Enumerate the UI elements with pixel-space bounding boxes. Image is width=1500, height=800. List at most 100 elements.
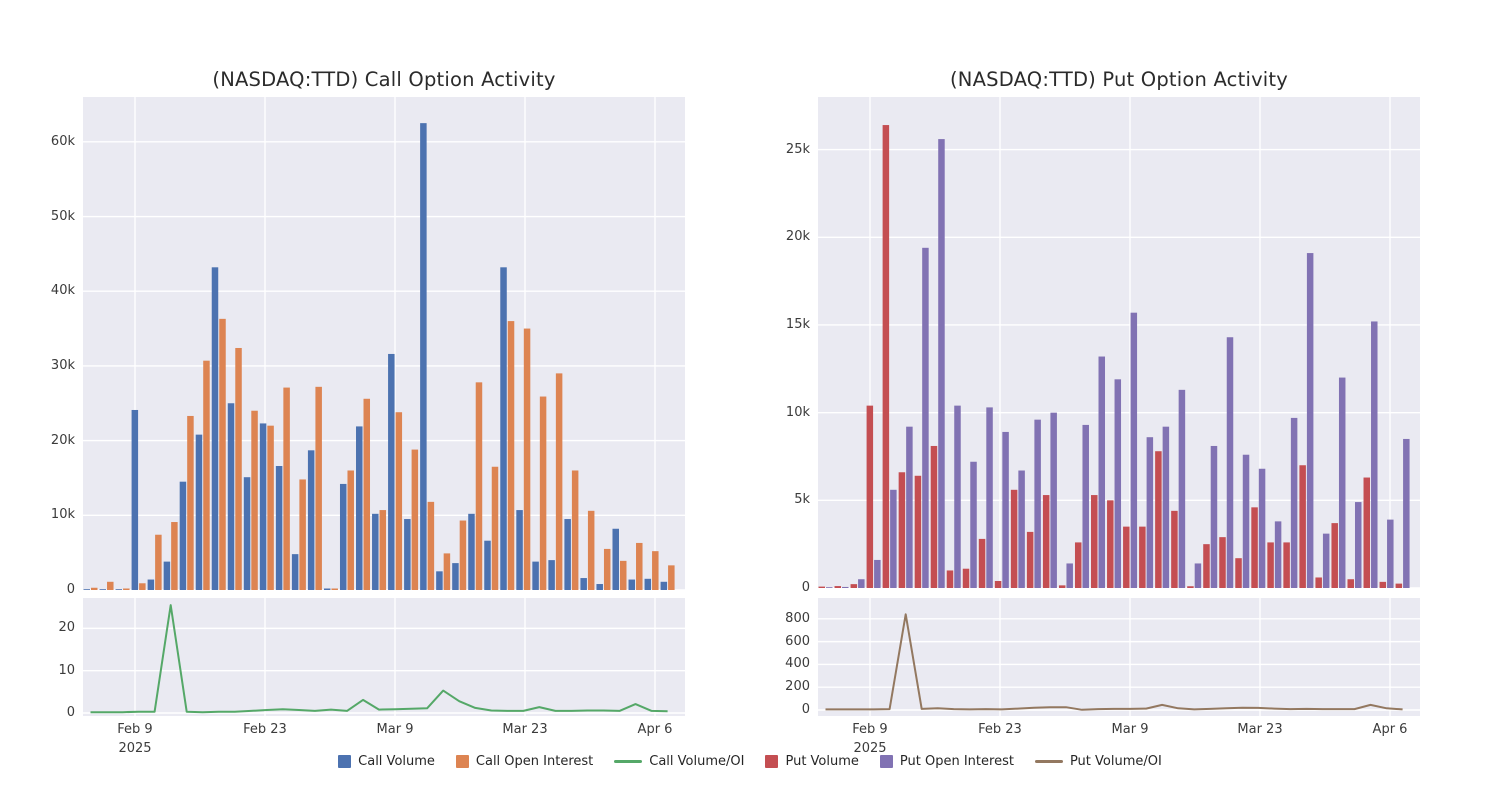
open-interest-bar-Feb 6[interactable] (107, 581, 114, 590)
open-interest-bar-Mar 31[interactable] (603, 548, 611, 590)
open-interest-bar-Feb 25[interactable] (283, 387, 290, 590)
open-interest-bar-Mar 24[interactable] (539, 396, 547, 590)
volume-bar-Mar 5[interactable] (356, 426, 363, 590)
open-interest-bar-Feb 18[interactable] (954, 405, 961, 588)
volume-bar-Apr 2[interactable] (612, 528, 619, 590)
open-interest-bar-Feb 23[interactable] (1002, 431, 1009, 588)
volume-bar-Mar 11[interactable] (404, 519, 411, 590)
open-interest-bar-Feb 14[interactable] (187, 415, 194, 590)
call-activity-chart[interactable] (83, 97, 685, 590)
open-interest-bar-Feb 6[interactable] (842, 586, 849, 588)
open-interest-bar-Mar 2[interactable] (1066, 563, 1073, 588)
open-interest-bar-Mar 14[interactable] (443, 553, 451, 590)
volume-bar-Apr 5[interactable] (644, 578, 652, 590)
volume-bar-Mar 7[interactable] (372, 513, 379, 590)
volume-bar-Mar 31[interactable] (596, 584, 603, 590)
open-interest-bar-Mar 9[interactable] (1130, 312, 1138, 588)
volume-bar-Feb 9[interactable] (131, 409, 139, 590)
volume-bar-Mar 9[interactable] (388, 353, 395, 590)
open-interest-bar-Mar 28[interactable] (1306, 253, 1314, 588)
volume-bar-Mar 29[interactable] (1315, 577, 1322, 588)
volume-bar-Mar 18[interactable] (1203, 544, 1210, 588)
volume-bar-Feb 27[interactable] (291, 554, 299, 590)
open-interest-bar-Mar 28[interactable] (571, 470, 579, 590)
open-interest-bar-Mar 16[interactable] (459, 520, 467, 590)
volume-bar-Mar 24[interactable] (1267, 542, 1274, 588)
volume-bar-Mar 28[interactable] (564, 519, 571, 590)
volume-bar-Feb 16[interactable] (930, 445, 938, 588)
volume-bar-Feb 28[interactable] (1042, 495, 1050, 588)
open-interest-bar-Feb 18[interactable] (219, 318, 226, 590)
open-interest-bar-Apr 7[interactable] (668, 565, 675, 590)
open-interest-bar-Mar 21[interactable] (507, 321, 515, 590)
open-interest-bar-Feb 27[interactable] (299, 479, 306, 590)
volume-bar-Feb 18[interactable] (211, 267, 219, 590)
open-interest-bar-Feb 28[interactable] (1050, 412, 1057, 588)
volume-bar-Feb 16[interactable] (195, 434, 203, 590)
open-interest-bar-Feb 4[interactable] (91, 587, 98, 590)
volume-bar-Mar 11[interactable] (1139, 526, 1146, 588)
volume-bar-Mar 29[interactable] (580, 578, 587, 590)
volume-bar-Feb 18[interactable] (946, 570, 954, 588)
volume-bar-Apr 2[interactable] (1347, 579, 1354, 588)
volume-bar-Mar 26[interactable] (548, 560, 555, 590)
open-interest-bar-Feb 23[interactable] (267, 425, 274, 590)
open-interest-bar-Mar 5[interactable] (363, 398, 371, 590)
volume-bar-Feb 23[interactable] (994, 580, 1002, 588)
volume-bar-Feb 6[interactable] (834, 586, 842, 588)
volume-bar-Mar 26[interactable] (1283, 542, 1290, 588)
open-interest-bar-Mar 5[interactable] (1098, 356, 1106, 588)
open-interest-bar-Mar 7[interactable] (1114, 379, 1122, 588)
open-interest-bar-Mar 16[interactable] (1194, 563, 1202, 588)
volume-bar-Feb 28[interactable] (307, 450, 315, 590)
volume-bar-Mar 14[interactable] (1171, 510, 1178, 588)
volume-bar-Mar 4[interactable] (339, 483, 347, 590)
open-interest-bar-Mar 23[interactable] (523, 328, 531, 590)
ratio-line[interactable] (90, 604, 668, 714)
volume-bar-Apr 7[interactable] (1395, 583, 1403, 588)
open-interest-bar-Mar 26[interactable] (1290, 417, 1298, 588)
volume-bar-Feb 20[interactable] (962, 568, 970, 588)
volume-bar-Apr 4[interactable] (628, 579, 636, 590)
open-interest-bar-Apr 2[interactable] (1354, 502, 1362, 588)
open-interest-bar-Mar 14[interactable] (1178, 389, 1186, 588)
open-interest-bar-Mar 11[interactable] (411, 449, 419, 590)
volume-bar-Mar 9[interactable] (1123, 526, 1130, 588)
call-ratio-subplot[interactable] (83, 598, 685, 716)
open-interest-bar-Mar 2[interactable] (331, 588, 338, 590)
open-interest-bar-Feb 11[interactable] (155, 534, 162, 590)
open-interest-bar-Mar 19[interactable] (491, 466, 499, 590)
volume-bar-Mar 23[interactable] (516, 510, 523, 590)
open-interest-bar-Mar 12[interactable] (1162, 426, 1170, 588)
open-interest-bar-Feb 8[interactable] (858, 579, 865, 588)
legend-item-call_ratio[interactable]: Call Volume/OI (614, 754, 744, 769)
volume-bar-Mar 18[interactable] (468, 513, 475, 590)
volume-bar-Mar 21[interactable] (1235, 558, 1242, 588)
volume-bar-Mar 14[interactable] (436, 571, 443, 590)
volume-bar-Mar 7[interactable] (1107, 500, 1114, 588)
volume-bar-Mar 16[interactable] (452, 563, 459, 590)
open-interest-bar-Apr 2[interactable] (619, 560, 627, 590)
volume-bar-Feb 21[interactable] (978, 538, 986, 588)
volume-bar-Mar 2[interactable] (323, 588, 331, 590)
legend-item-put_open_interest[interactable]: Put Open Interest (879, 754, 1014, 769)
open-interest-bar-Feb 8[interactable] (123, 588, 130, 590)
volume-bar-Mar 12[interactable] (1155, 451, 1162, 588)
volume-bar-Feb 25[interactable] (1010, 489, 1018, 588)
open-interest-bar-Feb 25[interactable] (1018, 470, 1025, 588)
volume-bar-Feb 4[interactable] (83, 589, 91, 590)
volume-bar-Mar 19[interactable] (484, 540, 491, 590)
volume-bar-Mar 28[interactable] (1299, 465, 1306, 588)
put-ratio-subplot[interactable] (818, 598, 1420, 716)
open-interest-bar-Mar 4[interactable] (1082, 424, 1089, 588)
legend-item-put_volume[interactable]: Put Volume (765, 754, 859, 769)
open-interest-bar-Mar 29[interactable] (587, 510, 595, 590)
volume-bar-Feb 11[interactable] (147, 579, 155, 590)
volume-bar-Mar 12[interactable] (420, 123, 427, 590)
volume-bar-Feb 20[interactable] (227, 403, 235, 590)
open-interest-bar-Mar 12[interactable] (427, 501, 435, 590)
open-interest-bar-Feb 27[interactable] (1034, 419, 1041, 588)
open-interest-bar-Mar 24[interactable] (1274, 521, 1282, 588)
volume-bar-Feb 14[interactable] (914, 475, 922, 588)
volume-bar-Feb 14[interactable] (179, 481, 187, 590)
